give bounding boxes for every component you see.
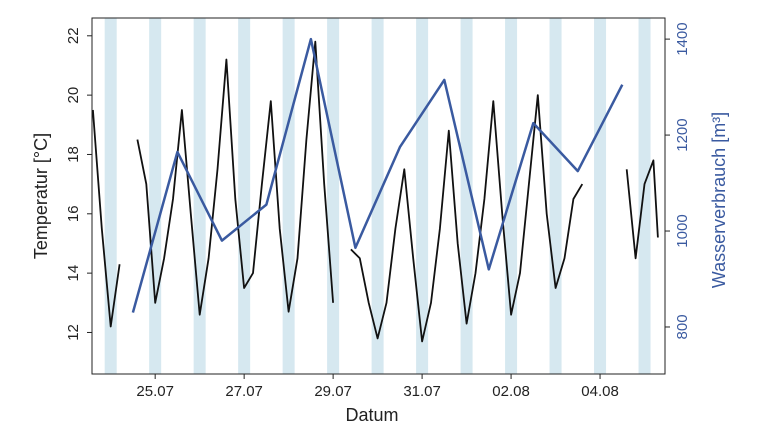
temperature-line bbox=[92, 40, 659, 343]
y-tick-label: 14 bbox=[65, 265, 82, 282]
x-tick-label: 25.07 bbox=[136, 383, 174, 400]
consumption-line bbox=[131, 37, 624, 313]
night-band bbox=[149, 18, 162, 374]
y-tick-label: 16 bbox=[65, 205, 82, 222]
night-band bbox=[594, 18, 607, 374]
y-axis-label: Temperatur [°C] bbox=[31, 133, 51, 259]
x-tick-label: 27.07 bbox=[225, 383, 263, 400]
y2-tick-label: 1200 bbox=[674, 118, 691, 151]
night-band bbox=[549, 18, 562, 374]
x-tick-label: 29.07 bbox=[314, 383, 352, 400]
y-tick-label: 18 bbox=[65, 146, 82, 163]
y2-tick-label: 800 bbox=[674, 314, 691, 339]
y2-tick-label: 1400 bbox=[674, 22, 691, 55]
y-tick-label: 12 bbox=[65, 324, 82, 341]
y-tick-label: 20 bbox=[65, 87, 82, 104]
x-tick-label: 02.08 bbox=[492, 383, 530, 400]
night-band bbox=[460, 18, 473, 374]
x-tick-label: 04.08 bbox=[581, 383, 619, 400]
night-band bbox=[238, 18, 251, 374]
y2-axis-label: Wasserverbrauch [m³] bbox=[709, 112, 729, 288]
x-axis-label: Datum bbox=[345, 405, 398, 425]
night-band bbox=[327, 18, 340, 374]
y-tick-label: 22 bbox=[65, 27, 82, 44]
y2-tick-label: 1000 bbox=[674, 214, 691, 247]
night-band bbox=[282, 18, 295, 374]
x-tick-label: 31.07 bbox=[403, 383, 441, 400]
plot-frame bbox=[91, 17, 666, 375]
night-band bbox=[638, 18, 651, 374]
